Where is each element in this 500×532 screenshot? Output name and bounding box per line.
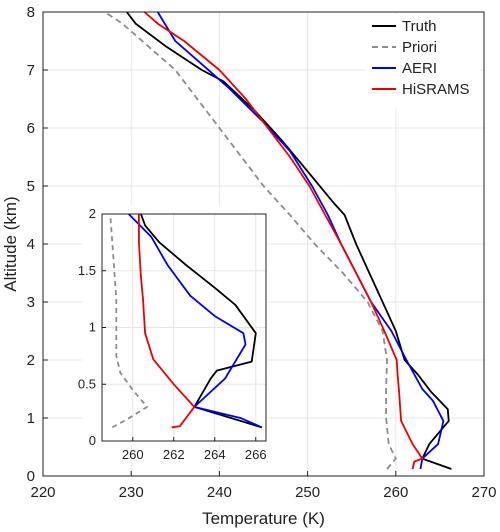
series-line-hisrams	[143, 11, 424, 470]
y-tick-label: 3	[27, 294, 35, 311]
inset-series-line-truth	[140, 213, 263, 429]
legend: Truth Priori AERI HiSRAMS	[366, 14, 480, 108]
inset-series-group	[109, 213, 263, 429]
inset-x-tick-label: 266	[245, 447, 267, 462]
inset-y-tick-label: 1.5	[78, 263, 96, 278]
x-tick-label: 260	[383, 484, 408, 501]
main-ticks: 220 230 240 250 260 270 0 1 2 3 4 5 6 7 8	[27, 4, 497, 501]
inset-grid	[102, 213, 266, 442]
y-tick-label: 7	[27, 62, 35, 79]
legend-label-priori: Priori	[402, 39, 437, 56]
y-axis-label: Altitude (km)	[1, 196, 20, 291]
main-series-group	[104, 11, 452, 470]
y-tick-label: 4	[27, 236, 35, 253]
legend-label-truth: Truth	[402, 18, 436, 35]
inset-y-tick-label: 1	[89, 320, 96, 335]
inset-chart: 260 262 264 266 0 0.5 1 1.5 2	[78, 205, 268, 462]
inset-x-tick-label: 262	[163, 447, 185, 462]
y-tick-label: 1	[27, 410, 35, 427]
x-tick-label: 270	[471, 484, 496, 501]
y-tick-label: 8	[27, 4, 35, 21]
legend-box	[366, 14, 480, 108]
inset-y-tick-label: 2	[89, 206, 96, 221]
inset-background	[82, 205, 268, 445]
inset-series-line-priori	[109, 213, 149, 429]
inset-y-tick-label: 0.5	[78, 376, 96, 391]
y-tick-label: 0	[27, 468, 35, 485]
y-tick-label: 2	[27, 352, 35, 369]
x-axis-label: Temperature (K)	[202, 509, 325, 528]
inset-x-tick-label: 264	[204, 447, 226, 462]
x-tick-label: 220	[30, 484, 55, 501]
inset-y-tick-label: 0	[89, 433, 96, 448]
x-tick-label: 240	[207, 484, 232, 501]
inset-x-tick-label: 260	[122, 447, 144, 462]
series-line-priori	[104, 11, 397, 470]
x-tick-label: 230	[119, 484, 144, 501]
x-tick-label: 250	[295, 484, 320, 501]
y-tick-label: 6	[27, 120, 35, 137]
inset-ticks: 260 262 264 266 0 0.5 1 1.5 2	[78, 206, 267, 462]
legend-label-hisrams: HiSRAMS	[402, 81, 470, 98]
series-line-truth	[126, 11, 452, 470]
inset-series-line-aeri	[128, 213, 263, 429]
legend-label-aeri: AERI	[402, 60, 437, 77]
inset-series-line-hisrams	[137, 214, 196, 429]
y-tick-label: 5	[27, 178, 35, 195]
